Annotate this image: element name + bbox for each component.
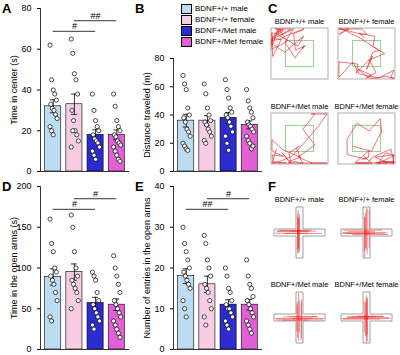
svg-text:BDNF+/+ female: BDNF+/+ female: [339, 195, 395, 204]
svg-text:#: #: [72, 199, 77, 209]
svg-text:40: 40: [21, 85, 31, 95]
svg-text:Number of entries in the open: Number of entries in the open arms: [142, 197, 152, 339]
html-text:F: F: [268, 179, 276, 194]
svg-text:60: 60: [21, 44, 31, 54]
svg-text:#: #: [72, 21, 77, 31]
svg-text:40: 40: [154, 110, 164, 120]
svg-text:20: 20: [21, 126, 31, 136]
html-text:E: E: [135, 179, 144, 194]
svg-text:0: 0: [159, 166, 164, 176]
svg-text:##: ##: [91, 11, 101, 21]
svg-text:BDNF+/Met male: BDNF+/Met male: [271, 280, 329, 289]
svg-text:30: 30: [154, 222, 164, 232]
svg-text:BDNF+/Met female: BDNF+/Met female: [335, 280, 399, 289]
svg-text:10: 10: [154, 304, 164, 314]
svg-text:##: ##: [202, 199, 212, 209]
html-text:BDNF+/+ female: BDNF+/+ female: [195, 15, 255, 24]
svg-text:80: 80: [21, 3, 31, 13]
svg-text:#: #: [93, 189, 98, 199]
svg-text:Time in the open arms (s): Time in the open arms (s): [9, 217, 19, 319]
svg-text:BDNF+/Met male: BDNF+/Met male: [271, 102, 329, 111]
svg-text:0: 0: [26, 344, 31, 354]
svg-text:0: 0: [26, 166, 31, 176]
svg-text:20: 20: [154, 138, 164, 148]
svg-text:200: 200: [16, 181, 31, 191]
html-text:BDNF+/Met male: BDNF+/Met male: [195, 26, 257, 35]
html-text:B: B: [135, 1, 145, 16]
svg-text:0: 0: [159, 344, 164, 354]
html-text:D: D: [2, 179, 12, 194]
svg-text:Distance traveled (m): Distance traveled (m): [142, 72, 152, 158]
svg-text:50: 50: [21, 304, 31, 314]
svg-text:100: 100: [16, 262, 32, 273]
svg-text:80: 80: [154, 53, 164, 63]
html-text:A: A: [2, 1, 12, 16]
svg-text:BDNF+/+ female: BDNF+/+ female: [339, 17, 395, 26]
html-text:BDNF+/Met female: BDNF+/Met female: [195, 37, 264, 46]
svg-text:Time in center (s): Time in center (s): [9, 55, 19, 125]
svg-text:20: 20: [154, 263, 164, 273]
svg-text:60: 60: [154, 82, 164, 92]
svg-text:BDNF+/+ male: BDNF+/+ male: [275, 17, 325, 26]
svg-text:#: #: [226, 189, 231, 199]
svg-text:150: 150: [16, 222, 32, 233]
svg-text:BDNF+/+ male: BDNF+/+ male: [275, 195, 325, 204]
html-text:BDNF+/+ male: BDNF+/+ male: [195, 4, 248, 13]
html-text:C: C: [268, 1, 278, 16]
svg-text:40: 40: [154, 181, 164, 191]
svg-text:BDNF+/Met female: BDNF+/Met female: [335, 102, 399, 111]
